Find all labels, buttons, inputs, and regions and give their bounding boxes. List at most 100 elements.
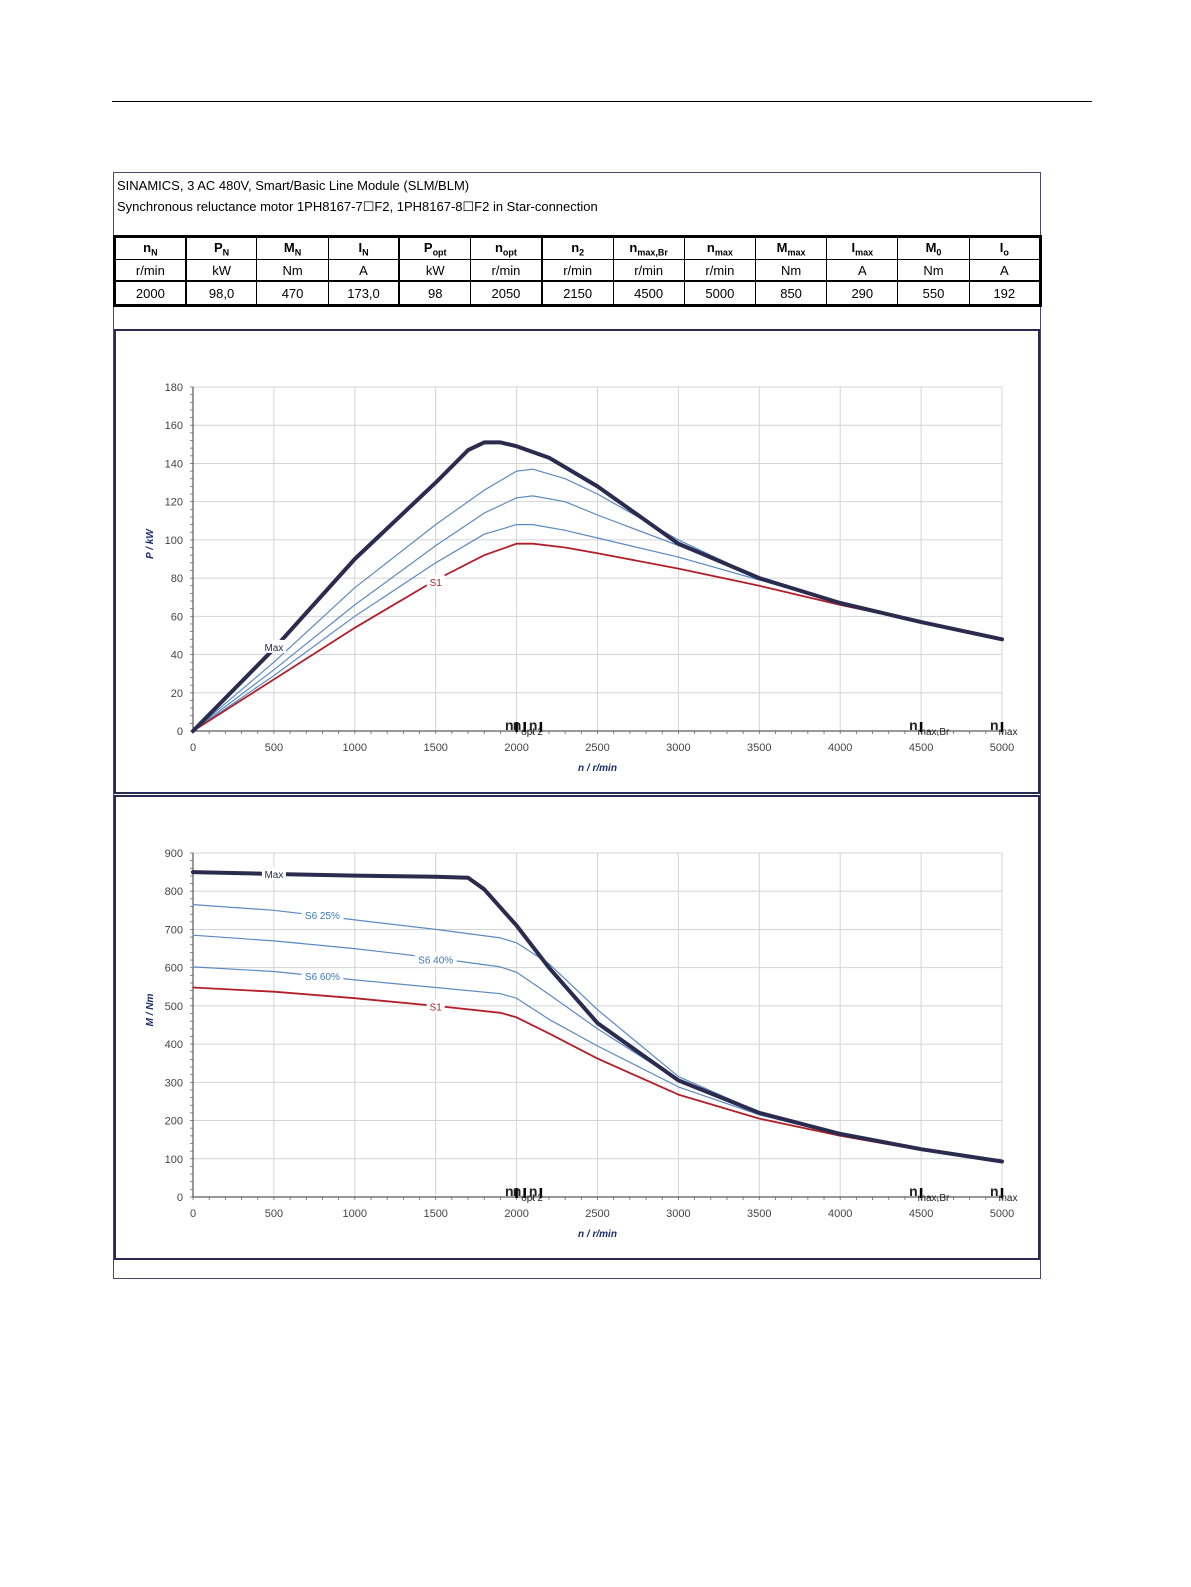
- speed-marker-subscript: max: [999, 727, 1018, 738]
- curve-label-s1: S1: [430, 578, 443, 589]
- curve-label-bg: [301, 969, 344, 983]
- spec-symbol-letter: M: [776, 239, 788, 255]
- spec-symbol-subscript: max,Br: [637, 247, 668, 258]
- x-tick-label: 2500: [585, 742, 609, 754]
- y-axis-title: P / kW: [145, 528, 156, 559]
- curve-label-bg: [414, 952, 457, 966]
- x-axis-title: n / r/min: [578, 763, 617, 774]
- spec-symbol-letter: n: [706, 239, 715, 255]
- x-tick-label: 3000: [666, 1208, 690, 1220]
- spec-symbol-letter: n: [494, 239, 503, 255]
- spec-unit-10: A: [826, 259, 899, 282]
- spec-symbol-9: Mmax: [754, 235, 828, 260]
- spec-table: nN PN MN IN Popt nopt n2 nmax,Br nmax Mmax Imax M0 I…: [112, 235, 1043, 307]
- y-tick-label: 160: [165, 420, 183, 432]
- curve-label-bg: [261, 867, 286, 881]
- series-line-max: [191, 440, 1004, 733]
- x-tick-label: 1500: [423, 742, 447, 754]
- spec-symbol-4: Popt: [398, 235, 472, 260]
- spec-unit-8: r/min: [683, 259, 756, 282]
- y-tick-label: 300: [165, 1077, 183, 1089]
- spec-value-7: 4500: [612, 280, 685, 307]
- spec-value-12: 192: [968, 280, 1043, 307]
- y-tick-label: 200: [165, 1116, 183, 1128]
- y-tick-label: 120: [165, 497, 183, 509]
- spec-symbol-12: Io: [968, 235, 1043, 260]
- curve-label-bg: [426, 574, 445, 588]
- x-tick-label: 3500: [747, 1208, 771, 1220]
- curve-label-bg: [261, 639, 286, 653]
- speed-marker-label: n2: [529, 1183, 544, 1204]
- spec-unit-6: r/min: [540, 259, 614, 282]
- spec-symbol-subscript: N: [151, 247, 158, 258]
- series-line-max: [191, 870, 1004, 1164]
- spec-symbol-7: nmax,Br: [612, 235, 685, 260]
- speed-marker-label: n: [505, 1183, 514, 1199]
- curve-label-bg: [301, 907, 344, 921]
- speed-marker-subscript: 2: [537, 727, 543, 738]
- spec-value-10: 290: [826, 280, 899, 307]
- spec-symbol-subscript: N: [362, 247, 369, 258]
- spec-value-row: 2000 98,0 470 173,0 98 2050 2150 4500 5000 850 290…: [112, 280, 1043, 307]
- speed-marker-label: nmax: [990, 717, 1017, 738]
- speed-marker-label: nopt: [513, 717, 536, 738]
- series-line-s1: [192, 542, 1003, 732]
- spec-symbol-3: IN: [327, 235, 400, 260]
- y-tick-label: 60: [171, 611, 183, 623]
- curve-label-max: Max: [264, 870, 283, 881]
- spec-symbol-subscript: 0: [936, 247, 942, 258]
- curve-label-s6: S6 40%: [418, 955, 453, 966]
- x-tick-label: 1000: [343, 1208, 367, 1220]
- spec-unit-0: r/min: [112, 259, 187, 282]
- y-tick-label: 140: [165, 458, 183, 470]
- spec-value-5: 2050: [470, 280, 543, 307]
- y-tick-label: 800: [165, 886, 183, 898]
- spec-symbol-subscript: max: [714, 247, 733, 258]
- y-tick-label: 400: [165, 1039, 183, 1051]
- datasheet-frame: [113, 172, 1041, 1279]
- curve-label-s6: S6 25%: [305, 911, 340, 922]
- speed-marker-letter: n: [513, 1183, 522, 1199]
- spec-symbol-1: PN: [184, 235, 258, 260]
- spec-value-1: 98,0: [184, 280, 258, 307]
- spec-value-6: 2150: [540, 280, 614, 307]
- spec-symbol-letter: P: [213, 239, 223, 255]
- spec-symbol-letter: I: [851, 239, 856, 255]
- spec-symbol-10: Imax: [826, 235, 899, 260]
- spec-symbol-5: nopt: [470, 235, 543, 260]
- speed-marker-letter: n: [909, 717, 918, 733]
- curve-label-s1: S1: [430, 1003, 443, 1014]
- spec-unit-11: Nm: [897, 259, 970, 282]
- spec-symbol-11: M0: [897, 235, 970, 260]
- torque-chart-panel: 0 500 1000 1500 2000 2500 3000 3500 4000 4500 5000…: [114, 795, 1040, 1260]
- speed-marker-letter: n: [505, 717, 514, 733]
- spec-symbol-subscript: o: [1003, 247, 1009, 258]
- y-axis-title: M / Nm: [145, 994, 156, 1027]
- speed-marker-subscript: max: [999, 1193, 1018, 1204]
- spec-unit-4: kW: [398, 259, 472, 282]
- spec-symbol-subscript: max: [855, 247, 874, 258]
- x-tick-label: 3500: [747, 742, 771, 754]
- spec-unit-9: Nm: [754, 259, 828, 282]
- y-tick-label: 100: [165, 1154, 183, 1166]
- y-tick-label: 40: [171, 650, 183, 662]
- speed-marker-letter: n: [505, 1183, 514, 1199]
- torque-chart: 0 500 1000 1500 2000 2500 3000 3500 4000 4500 5000…: [145, 848, 1018, 1240]
- speed-marker-letter: n: [909, 1183, 918, 1199]
- speed-marker-subscript: 2: [537, 1193, 543, 1204]
- power-chart: 0 500 1000 1500 2000 2500 3000 3500 4000 4500 5000…: [145, 382, 1017, 774]
- y-tick-label: 0: [177, 726, 183, 738]
- spec-symbol-0: nN: [112, 235, 187, 260]
- y-tick-label: 500: [165, 1001, 183, 1013]
- x-tick-label: 4000: [828, 742, 852, 754]
- spec-unit-5: r/min: [470, 259, 543, 282]
- x-tick-label: 500: [265, 1208, 283, 1220]
- x-tick-label: 500: [265, 742, 283, 754]
- curve-label-max: Max: [264, 643, 283, 654]
- x-tick-label: 1500: [423, 1208, 447, 1220]
- spec-value-11: 550: [897, 280, 970, 307]
- curve-label-s6: S6 60%: [305, 972, 340, 983]
- spec-value-4: 98: [398, 280, 472, 307]
- x-tick-label: 2000: [504, 1208, 528, 1220]
